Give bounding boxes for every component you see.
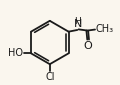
Text: Cl: Cl bbox=[45, 72, 55, 82]
Text: H: H bbox=[74, 17, 81, 26]
Text: HO: HO bbox=[8, 48, 23, 58]
Text: O: O bbox=[84, 41, 93, 51]
Text: CH₃: CH₃ bbox=[96, 24, 114, 34]
Text: N: N bbox=[74, 19, 82, 29]
